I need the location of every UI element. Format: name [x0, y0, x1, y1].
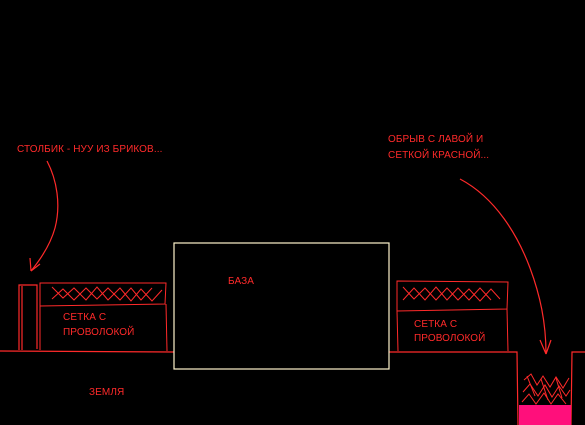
lava-pool — [519, 405, 571, 425]
cliff-note-line1: ОБРЫВ С ЛАВОЙ И — [388, 132, 483, 145]
mesh-left-line1: СЕТКА С — [63, 312, 106, 323]
ground-label: ЗЕМЛЯ — [89, 387, 124, 398]
brick-pillar — [18, 284, 38, 350]
mesh-left-line2: ПРОВОЛОКОЙ — [63, 325, 134, 338]
ground-outline — [0, 350, 585, 425]
cliff-note-line2: СЕТКОЙ КРАСНОЙ... — [388, 148, 489, 161]
wire-mesh-left — [39, 282, 168, 352]
base-outline — [173, 242, 390, 370]
arrow-to-pillar — [29, 160, 59, 272]
mesh-right-line1: СЕТКА С — [414, 319, 457, 330]
base-label: БАЗА — [228, 276, 254, 287]
wire-mesh-right — [396, 280, 509, 352]
arrow-to-cliff — [459, 178, 552, 355]
red-mesh-scribble — [521, 373, 571, 405]
mesh-right-line2: ПРОВОЛОКОЙ — [414, 331, 485, 344]
pillar-note: СТОЛБИК - НУУ ИЗ БРИКОВ... — [17, 144, 162, 155]
